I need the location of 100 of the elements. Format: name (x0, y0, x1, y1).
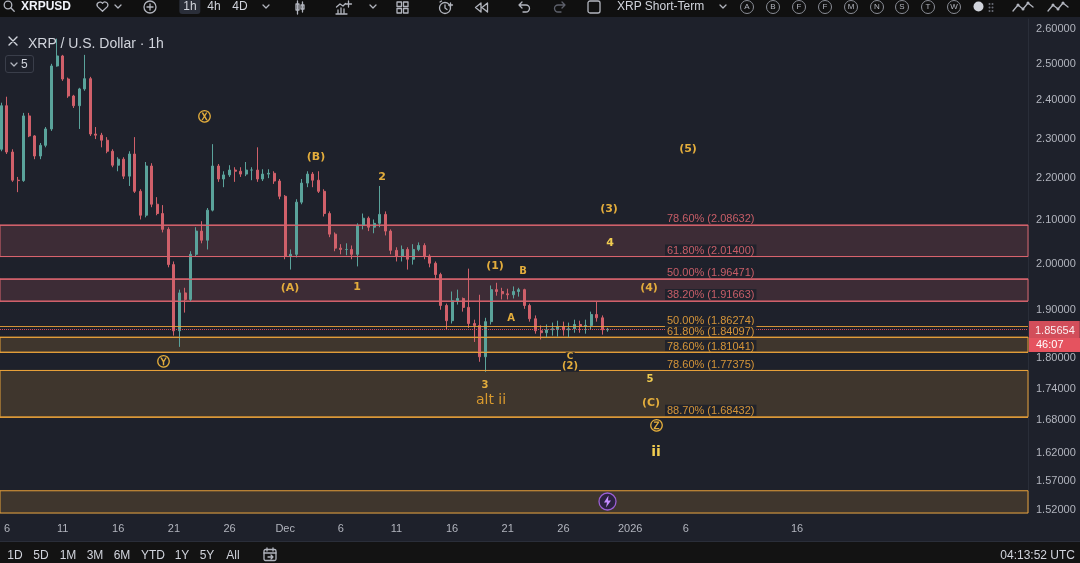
candlestick (517, 287, 520, 298)
annotation: A (507, 311, 515, 324)
candlestick (56, 38, 59, 68)
y-tick-label: 2.50000 (1036, 56, 1076, 69)
annotation: (C) (641, 396, 661, 410)
candlestick (78, 87, 81, 130)
text: 46:07 (1029, 337, 1080, 352)
candlestick (323, 188, 326, 218)
candlestick (122, 156, 125, 180)
x-tick-label: 21 (167, 521, 181, 534)
ref-line-label: 1.85654 (1035, 323, 1075, 336)
annotation: (2) (560, 359, 580, 372)
candlestick (339, 243, 342, 255)
text: All (226, 548, 240, 562)
annotation: 5 (646, 372, 654, 385)
annotation: B (519, 264, 527, 277)
candlestick (189, 250, 192, 303)
x-tick-label: 6 (682, 521, 689, 534)
text: T (921, 0, 935, 14)
candlestick (89, 76, 92, 137)
candlestick (295, 198, 298, 258)
x-tick-label: 16 (790, 521, 804, 534)
candlestick (72, 94, 75, 109)
candlestick (512, 285, 515, 299)
candlestick (211, 143, 214, 212)
x-tick-label: 11 (56, 521, 69, 534)
annotation: (4) (640, 281, 658, 295)
candlestick (83, 54, 86, 92)
x-tick-label: 2026 (617, 521, 643, 534)
ref-line-label: 61.80% (1.84097) (667, 324, 755, 337)
y-tick-label: 2.10000 (1036, 213, 1076, 226)
candlestick (156, 196, 159, 216)
text: M (844, 0, 858, 14)
candlestick (540, 324, 543, 341)
candlestick (195, 226, 198, 257)
candlestick (356, 222, 359, 267)
candlestick (456, 289, 459, 306)
candlestick (234, 166, 237, 183)
candlestick (545, 324, 548, 339)
candlestick (412, 243, 415, 266)
x-tick-label: 21 (501, 521, 514, 534)
annotation: (3) (600, 202, 618, 216)
text: 4D (232, 0, 248, 13)
candlestick (61, 54, 64, 82)
candlestick (128, 150, 131, 187)
candlestick (50, 63, 53, 132)
candlestick (17, 176, 20, 193)
candlestick (378, 185, 381, 228)
candlestick (584, 319, 587, 335)
y-tick-label: 1.52000 (1036, 502, 1076, 515)
annotation: (5) (679, 142, 697, 156)
y-tick-label: 2.40000 (1036, 93, 1076, 106)
candlestick (67, 77, 70, 99)
candlestick (273, 170, 276, 185)
candlestick (289, 248, 292, 271)
candlestick (106, 136, 109, 154)
y-tick-label: 1.62000 (1036, 445, 1076, 458)
candlestick (362, 213, 365, 230)
candlestick (150, 162, 153, 208)
candlestick (111, 148, 114, 168)
candlestick (117, 156, 120, 172)
candlestick (256, 146, 259, 183)
candlestick (33, 134, 36, 160)
ref-line-label: 61.80% (2.01400) (667, 244, 755, 257)
candlestick (94, 126, 97, 140)
candlestick (100, 132, 103, 148)
candlestick (567, 322, 570, 339)
y-tick-label: 2.20000 (1036, 171, 1076, 184)
text: B (766, 0, 780, 14)
text: 1M (59, 548, 77, 562)
candlestick (556, 320, 559, 338)
candlestick (445, 303, 448, 331)
candlestick (245, 161, 248, 177)
annotation: C (565, 351, 575, 362)
text: 5D (33, 548, 49, 562)
candlestick (534, 314, 537, 335)
ref-line-label: 88.70% (1.68432) (667, 404, 755, 417)
candlestick (217, 163, 220, 183)
candlestick (590, 311, 593, 331)
text: XRP / U.S. Dollar · 1h (28, 35, 164, 51)
candlestick (490, 285, 493, 326)
candlestick (501, 287, 504, 300)
text: S (895, 0, 909, 14)
candlestick (22, 112, 25, 183)
annotation: Ⓩ (649, 418, 663, 434)
x-tick-label: 16 (445, 521, 459, 534)
y-tick-label: 1.74000 (1036, 381, 1076, 394)
candlestick (495, 282, 498, 297)
candlestick (222, 170, 225, 188)
ref-line-label: 50.00% (1.96471) (667, 266, 755, 279)
x-tick-label: 11 (390, 521, 403, 534)
candlestick (306, 170, 309, 188)
text: A (740, 0, 754, 14)
candlestick (334, 231, 337, 252)
y-tick-label: 1.68000 (1036, 413, 1076, 426)
candlestick (317, 170, 320, 194)
annotation: 2 (378, 170, 386, 184)
text: 3M (86, 548, 104, 562)
candlestick (133, 136, 136, 194)
text: F (818, 0, 832, 14)
